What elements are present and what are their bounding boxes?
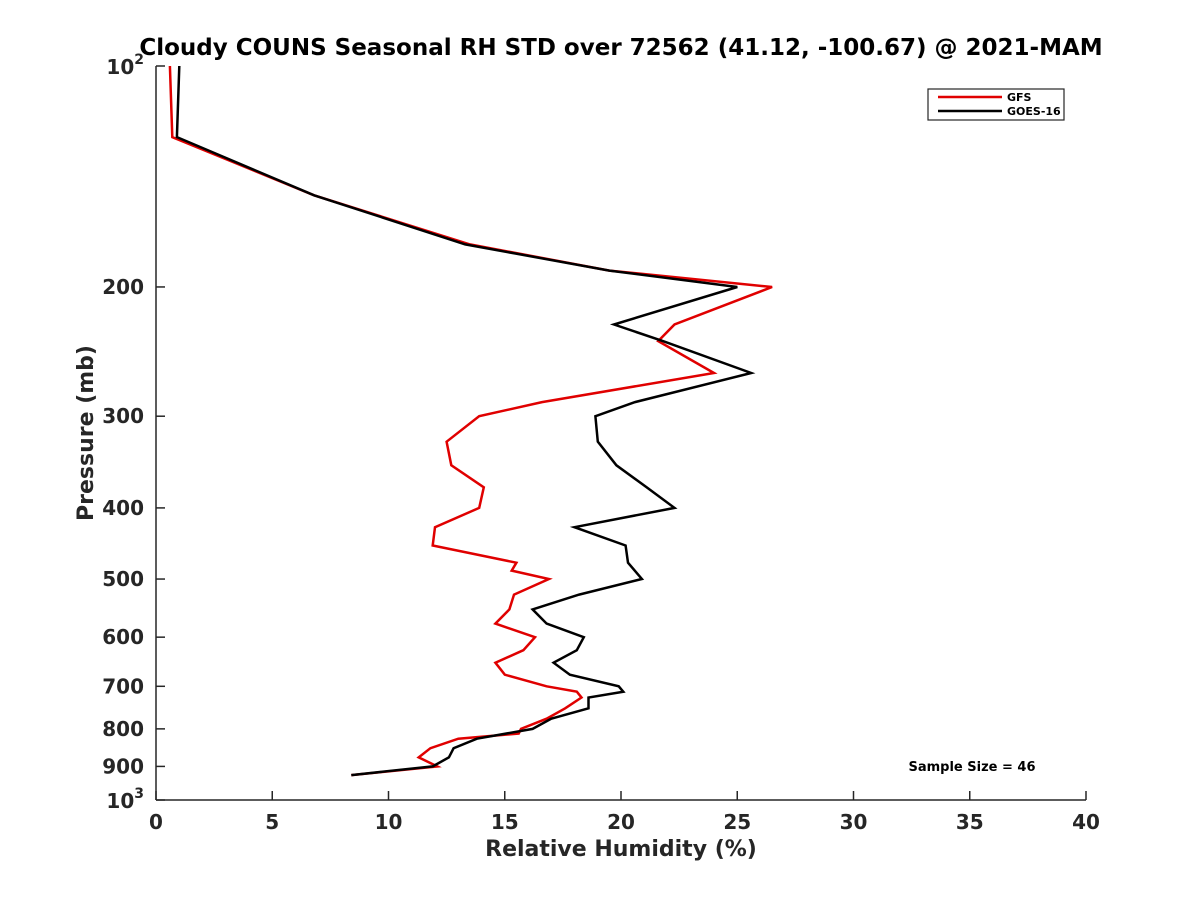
y-tick-label: 800	[102, 717, 144, 741]
x-tick-label: 10	[375, 810, 403, 834]
x-tick-label: 40	[1072, 810, 1100, 834]
y-tick-label: 103	[106, 786, 144, 813]
plot-area	[168, 65, 773, 777]
y-tick-base: 10	[106, 55, 134, 79]
series-line-goes-16	[175, 65, 756, 777]
y-tick-label: 900	[102, 754, 144, 778]
y-tick-label: 300	[102, 404, 144, 428]
y-tick-label: 700	[102, 674, 144, 698]
y-tick-label: 600	[102, 625, 144, 649]
y-tick-label: 400	[102, 496, 144, 520]
sample-size-annotation: Sample Size = 46	[908, 760, 1035, 775]
axes: 0 5 10 15 20 25 30 35 40102200300400500600700800…	[102, 52, 1100, 834]
x-tick-label: 0	[149, 810, 163, 834]
y-tick-exponent: 2	[134, 52, 144, 68]
x-tick-label: 5	[265, 810, 279, 834]
chart-title: Cloudy COUNS Seasonal RH STD over 72562 …	[139, 35, 1102, 61]
legend-box	[927, 88, 1065, 121]
series-line-gfs	[168, 65, 773, 777]
y-tick-exponent: 3	[134, 786, 144, 802]
x-tick-label: 20	[607, 810, 635, 834]
legend-label: GFS	[1007, 91, 1032, 104]
y-tick-label: 102	[106, 52, 144, 79]
x-tick-label: 30	[840, 810, 868, 834]
x-tick-label: 35	[956, 810, 984, 834]
x-tick-label: 25	[723, 810, 751, 834]
y-tick-label: 500	[102, 567, 144, 591]
y-tick-label: 200	[102, 275, 144, 299]
legend-label: GOES-16	[1007, 105, 1061, 118]
y-tick-base: 10	[106, 789, 134, 813]
y-axis-label: Pressure (mb)	[74, 345, 99, 521]
x-tick-label: 15	[491, 810, 519, 834]
x-axis-label: Relative Humidity (%)	[485, 837, 757, 862]
